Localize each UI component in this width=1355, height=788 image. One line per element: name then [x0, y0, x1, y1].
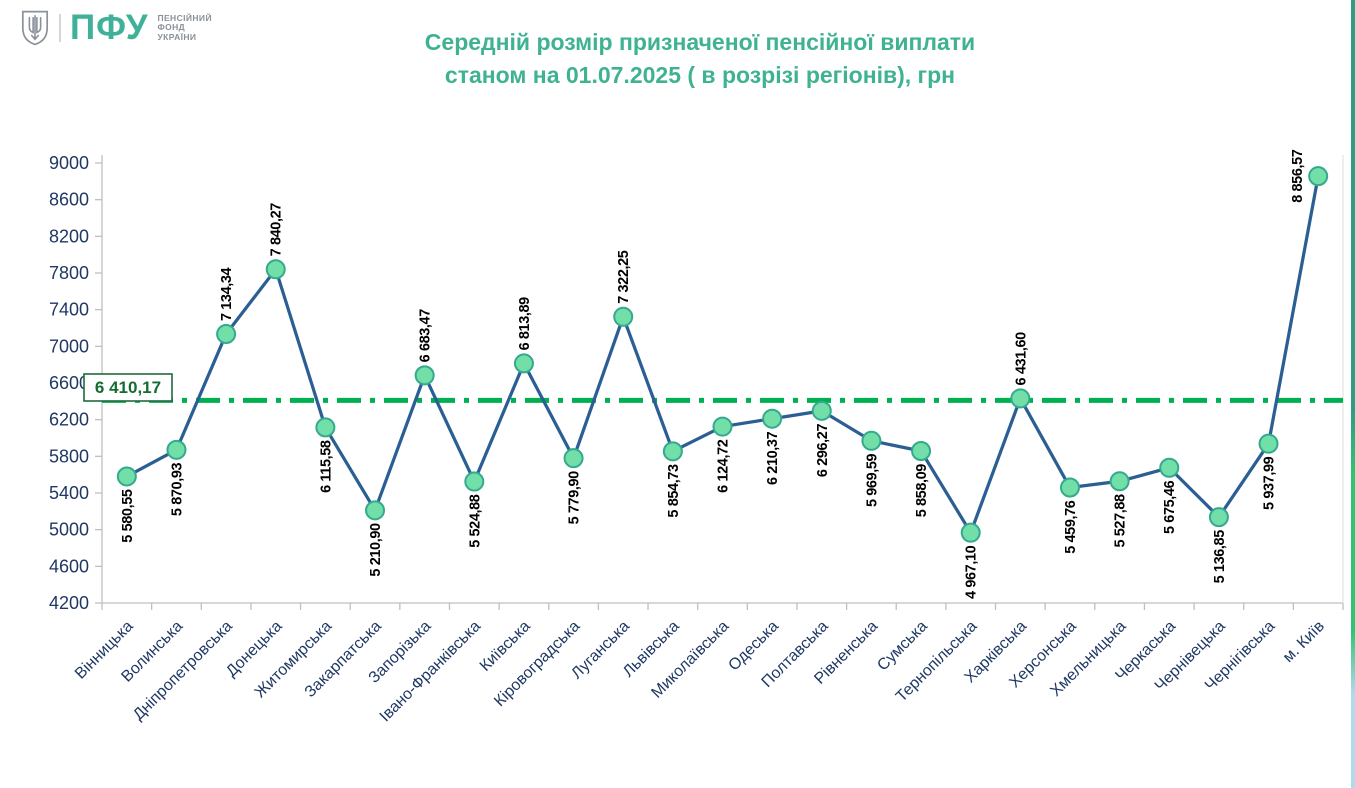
edge-accent-strip: [1351, 0, 1355, 788]
data-point: [1208, 507, 1229, 528]
data-point-label: 5 136,85: [1212, 530, 1228, 584]
average-value-label: 6 410,17: [83, 373, 173, 402]
data-point-label: 5 858,09: [914, 464, 930, 518]
data-point: [563, 448, 584, 469]
data-point-label: 7 840,27: [269, 203, 285, 257]
y-tick-label: 4200: [49, 593, 89, 613]
data-point-label: 6 124,72: [716, 439, 732, 493]
y-tick-label: 7000: [49, 336, 89, 356]
y-tick-label: 6600: [49, 373, 89, 393]
data-point-label: 5 210,90: [368, 523, 384, 577]
y-tick-label: 5000: [49, 520, 89, 540]
data-point: [315, 417, 336, 438]
data-point-label: 5 580,55: [120, 489, 136, 543]
x-category-label: Кіровоградська: [491, 618, 583, 710]
data-point: [1258, 433, 1279, 454]
data-point-label: 7 134,34: [219, 267, 235, 321]
data-point: [662, 441, 683, 462]
data-point: [116, 466, 137, 487]
chart-title-line1: Середній розмір призначеної пенсійної ви…: [424, 29, 976, 55]
y-tick-label: 5400: [49, 483, 89, 503]
data-points: [116, 166, 1329, 543]
data-point: [811, 400, 832, 421]
y-tick-label: 7800: [49, 263, 89, 283]
data-point-label: 5 675,46: [1162, 480, 1178, 534]
x-category-label: м. Київ: [1280, 618, 1328, 666]
data-point: [1308, 166, 1329, 187]
data-point-label: 6 683,47: [418, 309, 434, 363]
data-point: [1109, 471, 1130, 492]
data-point-label: 5 870,93: [169, 463, 185, 517]
data-point: [513, 353, 534, 374]
data-point-label: 8 856,57: [1290, 149, 1306, 203]
logo-divider: [59, 14, 61, 42]
data-point: [960, 522, 981, 543]
x-category-label: Дніпропетровська: [130, 618, 236, 724]
data-point: [1059, 477, 1080, 498]
data-point: [216, 324, 237, 345]
trident-icon: [21, 10, 49, 46]
data-point: [762, 408, 783, 429]
data-point: [861, 430, 882, 451]
y-tick-label: 9000: [49, 153, 89, 173]
svg-text:6 410,17: 6 410,17: [95, 378, 161, 397]
data-point-label: 6 431,60: [1013, 332, 1029, 386]
x-axis: [101, 155, 1344, 610]
logo-org-name: ПЕНСІЙНИЙ ФОНД УКРАЇНИ: [157, 12, 212, 42]
data-point: [712, 416, 733, 437]
chart-title: Середній розмір призначеної пенсійної ви…: [300, 26, 1100, 91]
data-point: [265, 259, 286, 280]
data-point: [613, 306, 634, 327]
y-tick-label: 4600: [49, 556, 89, 576]
data-point-label: 5 459,76: [1063, 500, 1079, 554]
data-point-label: 7 322,25: [616, 250, 632, 304]
x-axis-labels: ВінницькаВолинськаДніпропетровськаДонець…: [72, 618, 1328, 726]
data-point: [1159, 457, 1180, 478]
data-point-label: 5 779,90: [567, 471, 583, 525]
data-point-label: 6 210,37: [765, 431, 781, 485]
data-point: [414, 365, 435, 386]
data-point-label: 5 937,99: [1262, 456, 1278, 510]
data-point: [464, 471, 485, 492]
data-point: [166, 439, 187, 460]
logo-abbreviation: ПФУ: [70, 8, 149, 47]
data-point: [365, 500, 386, 521]
y-tick-label: 8200: [49, 226, 89, 246]
y-axis: 4200 4600 5000 5400 5800 6200 6600 7000 7400 7800…: [49, 153, 103, 613]
data-point-label: 5 524,88: [467, 494, 483, 548]
data-point-label: 5 969,59: [864, 453, 880, 507]
y-tick-label: 6200: [49, 410, 89, 430]
data-point: [1010, 388, 1031, 409]
y-tick-label: 5800: [49, 446, 89, 466]
data-point-label: 6 115,58: [318, 440, 334, 493]
data-point: [911, 441, 932, 462]
data-point-label: 4 967,10: [964, 545, 980, 599]
y-tick-label: 8600: [49, 190, 89, 210]
y-tick-label: 7400: [49, 300, 89, 320]
data-labels: 5 580,55 5 870,93 7 134,34 7 840,27 6 115,58…: [120, 149, 1306, 599]
data-point-label: 6 813,89: [517, 297, 533, 351]
data-point-label: 5 527,88: [1113, 494, 1129, 548]
pfu-logo: ПФУ ПЕНСІЙНИЙ ФОНД УКРАЇНИ: [20, 8, 212, 48]
chart-title-line2: станом на 01.07.2025 ( в розрізі регіоні…: [444, 61, 956, 88]
data-point-label: 5 854,73: [666, 464, 682, 518]
data-point-label: 6 296,27: [815, 424, 831, 478]
